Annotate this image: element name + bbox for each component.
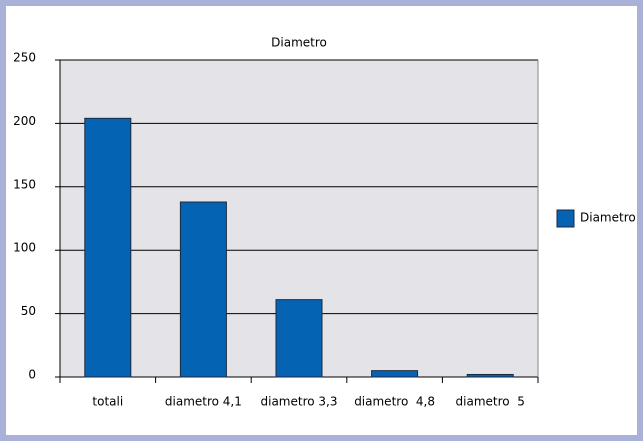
y-tick-label: 250 bbox=[13, 51, 36, 65]
bar bbox=[466, 373, 514, 378]
y-tick-label: 50 bbox=[21, 304, 36, 318]
y-tick-label: 100 bbox=[13, 241, 36, 255]
legend-swatch bbox=[556, 209, 575, 228]
y-tick-label: 0 bbox=[28, 368, 36, 382]
x-tick-label: totali bbox=[92, 395, 123, 409]
bar bbox=[371, 370, 419, 378]
legend-label: Diametro bbox=[580, 211, 636, 225]
x-tick-label: diametro 4,1 bbox=[165, 395, 242, 409]
bar bbox=[84, 117, 132, 378]
bar bbox=[275, 299, 323, 378]
bar bbox=[179, 201, 227, 378]
x-tick-label: diametro 3,3 bbox=[261, 395, 338, 409]
chart-title: Diametro bbox=[271, 36, 327, 50]
y-tick-label: 200 bbox=[13, 114, 36, 128]
y-tick-label: 150 bbox=[13, 177, 36, 191]
x-tick-label: diametro 5 bbox=[456, 395, 525, 409]
x-tick-label: diametro 4,8 bbox=[354, 395, 435, 409]
